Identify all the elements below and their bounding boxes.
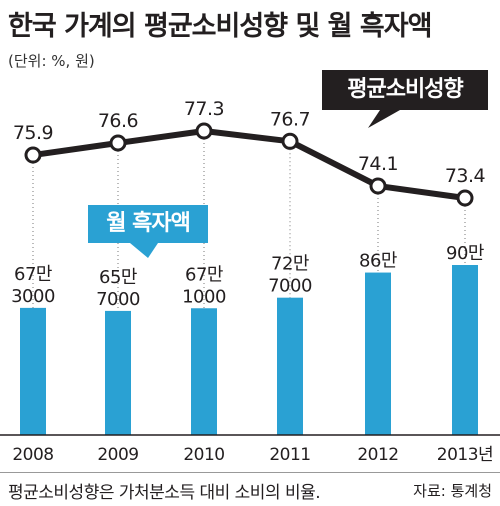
source-credit: 자료: 통계청 (413, 482, 492, 500)
x-tick-label: 2008 (12, 445, 53, 465)
bar-value-label: 67만 (185, 264, 223, 285)
bar-value-label: 72만 (271, 254, 309, 275)
line-point (281, 132, 299, 150)
avg-propensity-line (32, 128, 466, 201)
line-point (24, 146, 42, 164)
surplus-callout-pointer (130, 243, 158, 258)
line-point (195, 122, 213, 140)
footer-divider (0, 472, 500, 473)
line-value-label: 76.6 (98, 110, 138, 132)
footnote: 평균소비성향은 가처분소득 대비 소비의 비율. (8, 483, 321, 503)
unit-note: (단위: %, 원) (8, 52, 95, 70)
avg-callout-pointer (368, 110, 400, 128)
x-tick-label: 2012 (357, 445, 398, 465)
line-value-label: 75.9 (13, 122, 53, 144)
bar-value-label: 3000 (11, 286, 55, 307)
monthly-surplus-callout: 월 흑자액 (88, 205, 208, 243)
bar-value-label: 67만 (14, 264, 52, 285)
x-tick-label: 2010 (183, 445, 224, 465)
line-value-label: 74.1 (358, 153, 398, 175)
line-point (109, 134, 127, 152)
bar (452, 265, 478, 435)
line-point (369, 177, 387, 195)
line-point (456, 189, 474, 207)
line-value-label: 76.7 (270, 108, 310, 130)
bar (365, 272, 391, 435)
line-value-label: 73.4 (445, 165, 486, 187)
bar-value-label: 86만 (359, 251, 397, 272)
bar (105, 310, 131, 435)
bar (277, 297, 303, 435)
x-tick-label: 2013년 (437, 445, 493, 465)
bar (20, 307, 46, 435)
bar-value-label: 65만 (99, 267, 137, 288)
line-value-label: 77.3 (184, 98, 224, 120)
x-tick-label: 2011 (269, 445, 310, 465)
avg-propensity-callout: 평균소비성향 (322, 70, 488, 110)
chart-title: 한국 가계의 평균소비성향 및 월 흑자액 (8, 11, 432, 42)
bar (191, 308, 217, 435)
bar-value-label: 1000 (182, 286, 226, 307)
bar-value-label: 7000 (268, 276, 312, 297)
bar-value-label: 90만 (446, 243, 484, 264)
x-tick-label: 2009 (97, 445, 138, 465)
bar-value-label: 7000 (96, 289, 140, 310)
